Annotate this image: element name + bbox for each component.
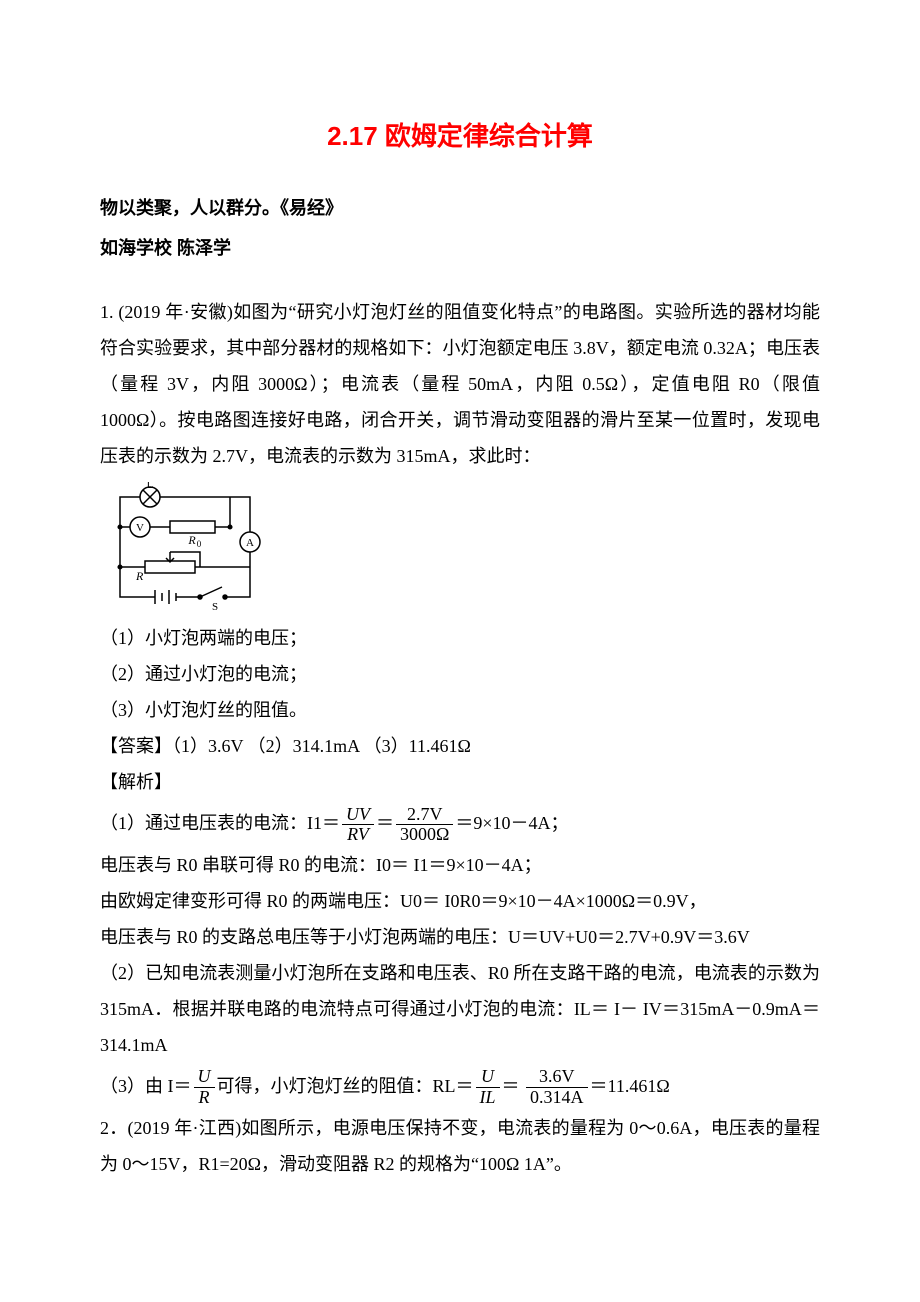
q1-l1b: ＝ xyxy=(376,813,394,833)
circuit-diagram: L V R 0 A xyxy=(100,482,820,612)
q1-stem: 1. (2019 年·安徽)如图为“研究小灯泡灯丝的阻值变化特点”的电路图。实验… xyxy=(100,294,820,474)
r0-sub: 0 xyxy=(197,539,202,549)
doc-title: 2.17 欧姆定律综合计算 xyxy=(100,110,820,162)
q1-l6a: （3）由 I＝ xyxy=(100,1076,192,1096)
page-root: 2.17 欧姆定律综合计算 物以类聚，人以群分。《易经》 如海学校 陈泽学 1.… xyxy=(0,0,920,1302)
q1-sub3: （3）小灯泡灯丝的阻值。 xyxy=(100,692,820,728)
rheostat-label: R xyxy=(135,569,144,583)
q1-answer: 【答案】（1）3.6V （2）314.1mA （3）11.461Ω xyxy=(100,728,820,764)
frac-num: U xyxy=(476,1067,500,1088)
frac-den: 0.314A xyxy=(526,1088,588,1108)
circuit-svg: L V R 0 A xyxy=(100,482,270,612)
frac-num: UV xyxy=(342,805,374,826)
frac-den: RV xyxy=(342,825,374,845)
q1-l6b: 可得，小灯泡灯丝的阻值：RL＝ xyxy=(217,1076,474,1096)
frac-num: 3.6V xyxy=(526,1067,588,1088)
q1-l1c: ＝9×10－4A； xyxy=(455,813,568,833)
epigraph-2: 如海学校 陈泽学 xyxy=(100,230,820,266)
q2-stem: 2．(2019 年·江西)如图所示，电源电压保持不变，电流表的量程为 0～0.6… xyxy=(100,1110,820,1182)
frac-uv-rv: UVRV xyxy=(342,805,374,846)
q1-sub2: （2）通过小灯泡的电流； xyxy=(100,656,820,692)
switch-label: S xyxy=(212,601,218,612)
q1-line4: 电压表与 R0 的支路总电压等于小灯泡两端的电压：U＝UV+U0＝2.7V+0.… xyxy=(100,919,820,955)
q1-line3: 由欧姆定律变形可得 R0 的两端电压：U0＝ I0R0＝9×10－4A×1000… xyxy=(100,883,820,919)
voltmeter-label: V xyxy=(136,522,144,534)
frac-36-0314: 3.6V0.314A xyxy=(526,1067,588,1108)
lamp-label: L xyxy=(147,482,154,491)
q1-l1a: （1）通过电压表的电流：I1＝ xyxy=(100,813,340,833)
q1-sub1: （1）小灯泡两端的电压； xyxy=(100,620,820,656)
frac-27-3000: 2.7V3000Ω xyxy=(396,805,453,846)
frac-u-r: UR xyxy=(194,1067,215,1108)
r0-label: R xyxy=(187,533,196,547)
frac-num: 2.7V xyxy=(396,805,453,826)
frac-den: R xyxy=(194,1088,215,1108)
frac-den: 3000Ω xyxy=(396,825,453,845)
frac-u-il: UIL xyxy=(476,1067,500,1108)
epigraph-1: 物以类聚，人以群分。《易经》 xyxy=(100,190,820,226)
q1-line6: （3）由 I＝UR可得，小灯泡灯丝的阻值：RL＝UIL＝ 3.6V0.314A＝… xyxy=(100,1063,820,1110)
q1-line1: （1）通过电压表的电流：I1＝UVRV＝2.7V3000Ω＝9×10－4A； xyxy=(100,800,820,847)
q1-l6c: ＝ xyxy=(502,1076,525,1096)
frac-den: IL xyxy=(476,1088,500,1108)
q1-line5: （2）已知电流表测量小灯泡所在支路和电压表、R0 所在支路干路的电流，电流表的示… xyxy=(100,955,820,1063)
frac-num: U xyxy=(194,1067,215,1088)
ammeter-label: A xyxy=(246,537,254,549)
q1-l6d: ＝11.461Ω xyxy=(590,1076,670,1096)
q1-line2: 电压表与 R0 串联可得 R0 的电流：I0＝ I1＝9×10－4A； xyxy=(100,847,820,883)
q1-analysis-header: 【解析】 xyxy=(100,764,820,800)
